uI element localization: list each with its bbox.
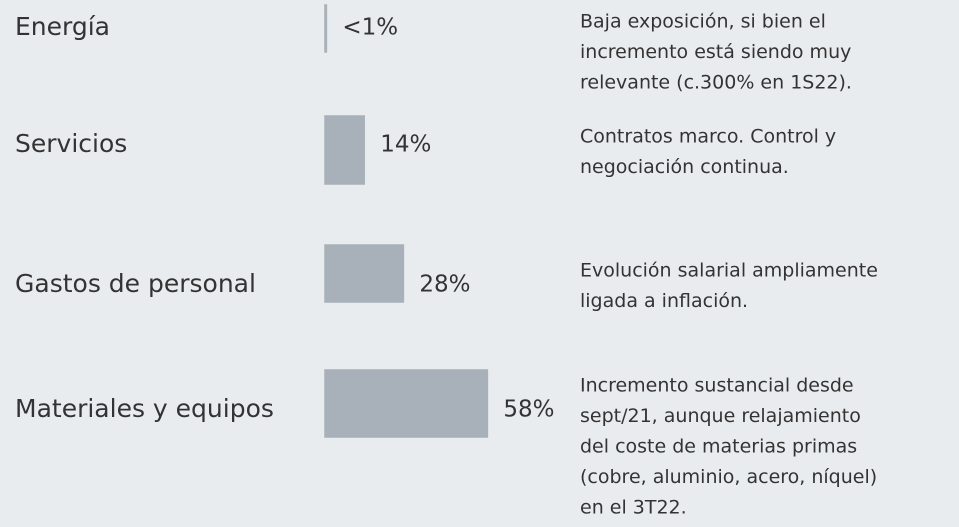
note-line: Evolución salarial ampliamente xyxy=(580,260,878,282)
note-line: en el 3T22. xyxy=(580,497,687,519)
value-label: 58% xyxy=(503,397,554,423)
bar xyxy=(324,244,405,303)
note-line: (cobre, aluminio, acero, níquel) xyxy=(580,466,877,488)
note-line: negociación continua. xyxy=(580,156,789,178)
note-line: del coste de materias primas xyxy=(580,436,857,458)
category-label: Servicios xyxy=(15,129,127,158)
bar xyxy=(324,369,489,438)
note-line: Contratos marco. Control y xyxy=(580,126,836,148)
category-label: Gastos de personal xyxy=(15,269,256,298)
value-label: <1% xyxy=(342,15,398,41)
category-label: Materiales y equipos xyxy=(15,394,274,423)
value-label: 28% xyxy=(419,272,470,298)
note-line: Incremento sustancial desde xyxy=(580,375,854,397)
note-line: relevante (c.300% en 1S22). xyxy=(580,72,852,94)
bar xyxy=(324,4,328,53)
bar xyxy=(324,115,365,185)
note-line: incremento está siendo muy xyxy=(580,41,851,63)
note-line: Baja exposición, si bien el xyxy=(580,11,826,33)
note-line: sept/21, aunque relajamiento xyxy=(580,405,861,427)
value-label: 14% xyxy=(380,132,431,158)
note-line: ligada a inflación. xyxy=(580,290,748,312)
category-label: Energía xyxy=(15,12,110,41)
